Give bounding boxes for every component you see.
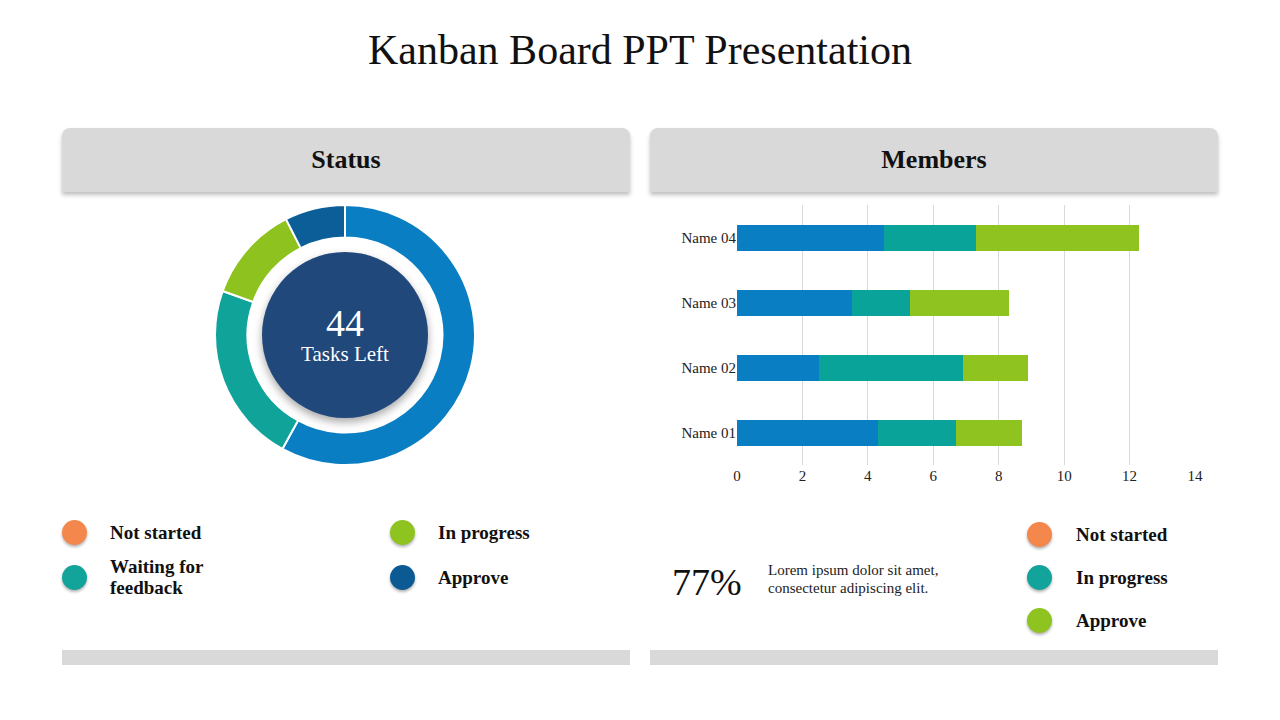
html-text:In progress: In progress	[438, 521, 530, 543]
html-text:77%: 77%	[672, 561, 742, 603]
svg-text:10: 10	[1057, 468, 1072, 484]
html-text:Kanban Board PPT Presentation: Kanban Board PPT Presentation	[368, 27, 912, 73]
html-text:Members: Members	[881, 145, 987, 174]
svg-text:6: 6	[930, 468, 938, 484]
html-text:Approve: Approve	[1076, 610, 1147, 631]
html-text:In progress: In progress	[1076, 567, 1168, 588]
svg-text:Name 02: Name 02	[681, 360, 736, 376]
svg-text:Name 04: Name 04	[681, 230, 736, 246]
html-text:44: 44	[326, 302, 364, 344]
svg-text:4: 4	[864, 468, 872, 484]
html-text:Approve: Approve	[438, 566, 509, 588]
html-text:Tasks Left: Tasks Left	[301, 342, 389, 366]
html-text:Waiting for feedback: Waiting for feedback	[110, 556, 204, 598]
html-text:consectetur adipiscing elit.: consectetur adipiscing elit.	[768, 580, 929, 596]
svg-text:12: 12	[1122, 468, 1137, 484]
svg-text:Name 03: Name 03	[681, 295, 736, 311]
svg-text:2: 2	[799, 468, 807, 484]
svg-text:14: 14	[1188, 468, 1204, 484]
html-text:Lorem ipsum dolor sit amet,: Lorem ipsum dolor sit amet,	[768, 562, 939, 578]
svg-text:0: 0	[733, 468, 741, 484]
html-text:Not started: Not started	[110, 521, 202, 543]
html-text:Not started: Not started	[1076, 524, 1168, 545]
svg-text:8: 8	[995, 468, 1003, 484]
svg-text:Name 01: Name 01	[681, 425, 736, 441]
html-text:Status: Status	[311, 145, 381, 174]
